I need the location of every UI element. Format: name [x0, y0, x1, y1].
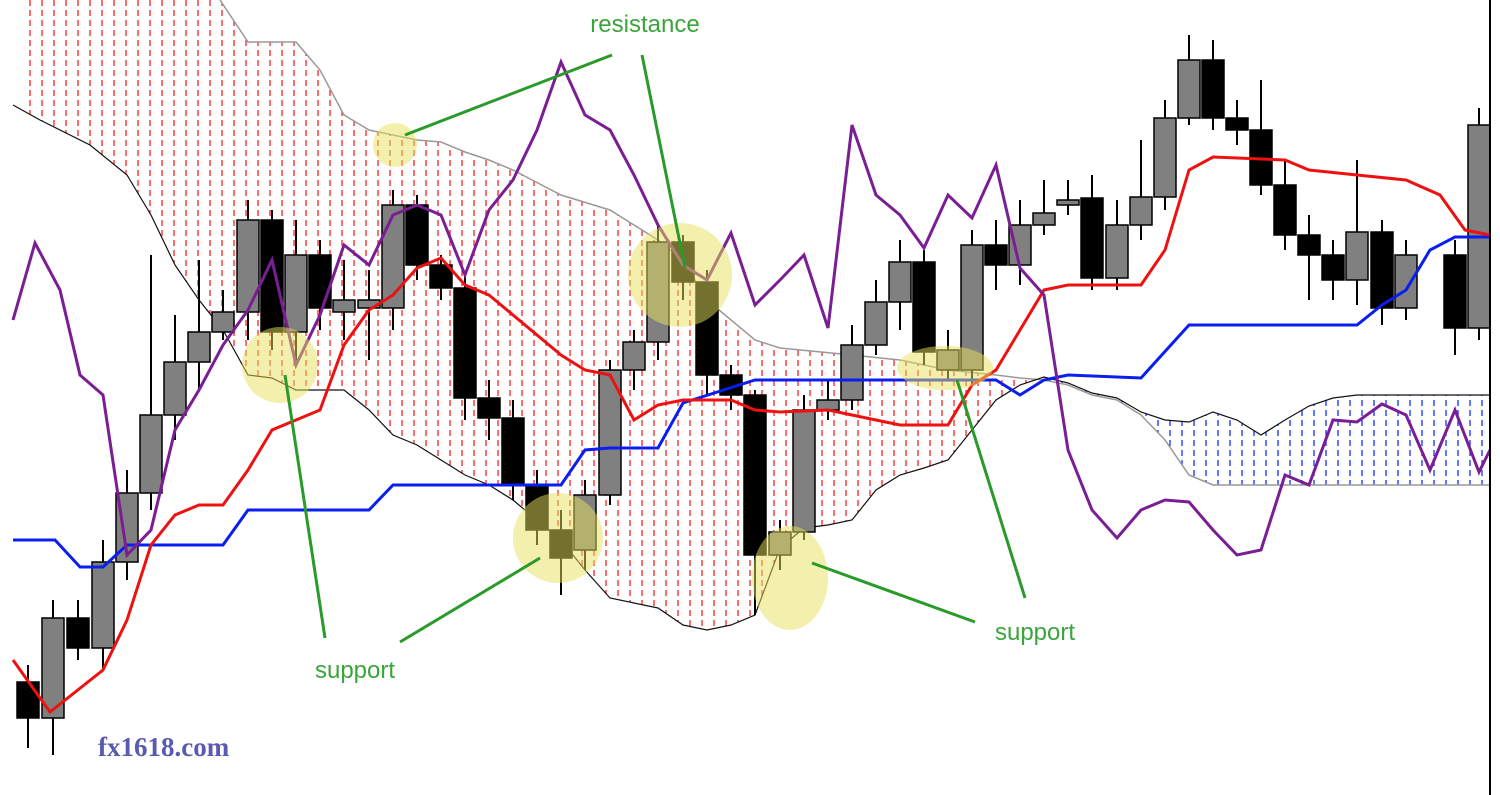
kijun-line	[13, 235, 1490, 569]
pointers	[283, 53, 1027, 644]
annotation: resistance	[590, 11, 699, 38]
chikou-line	[11, 57, 1492, 559]
pointer	[811, 561, 976, 624]
pointer	[283, 374, 327, 639]
annotation: support	[315, 657, 395, 684]
highlights	[242, 123, 993, 630]
highlight	[373, 123, 417, 167]
watermark: fx1618.com	[98, 732, 230, 762]
highlight	[628, 223, 732, 327]
highlight	[897, 346, 993, 390]
highlight	[752, 526, 828, 630]
highlight	[513, 493, 603, 583]
pointer	[955, 379, 1027, 599]
tenkan-line	[11, 155, 1491, 715]
pointer	[640, 54, 687, 269]
pointer	[399, 556, 541, 644]
highlight	[242, 327, 318, 403]
pointer	[404, 53, 613, 137]
annotation: support	[995, 619, 1075, 646]
